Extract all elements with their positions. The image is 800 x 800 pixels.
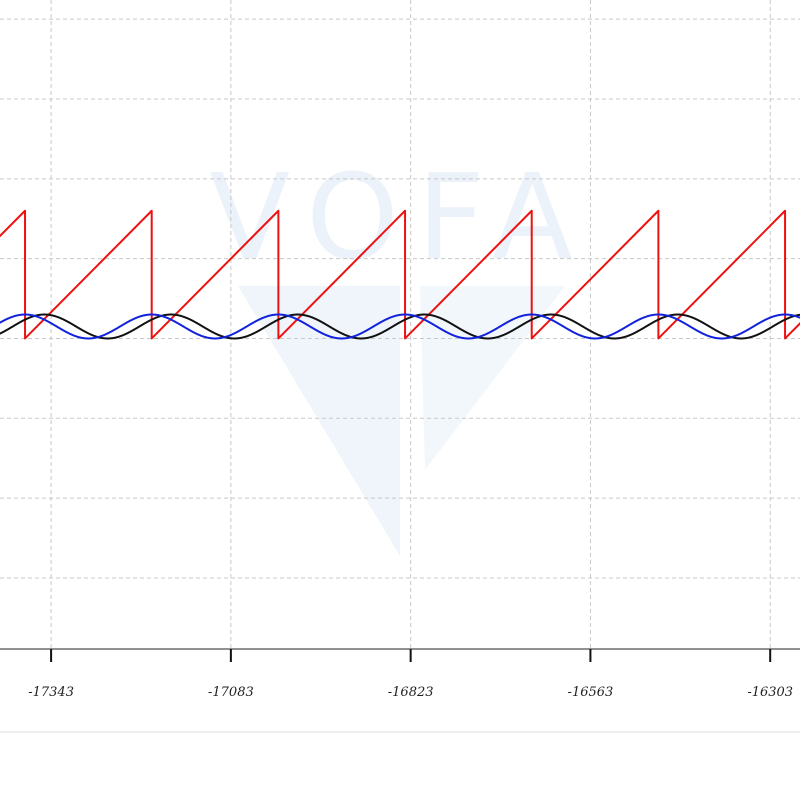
x-tick-label: -17083	[208, 685, 254, 700]
watermark-logo	[238, 286, 400, 556]
x-tick-label: -16823	[388, 685, 434, 700]
x-tick-label: -16563	[568, 685, 614, 700]
series-line-blue	[0, 313, 800, 340]
grid	[0, 0, 800, 649]
series-group	[0, 209, 800, 340]
watermark-logo-right	[420, 286, 565, 470]
watermark-text: VOFA	[209, 148, 590, 286]
x-tick-label: -16303	[747, 685, 793, 700]
x-axis-ticks: -17343 -17083 -16823 -16563 -16303	[28, 649, 793, 700]
series-line-red	[0, 209, 800, 340]
x-tick-label: -17343	[28, 685, 74, 700]
